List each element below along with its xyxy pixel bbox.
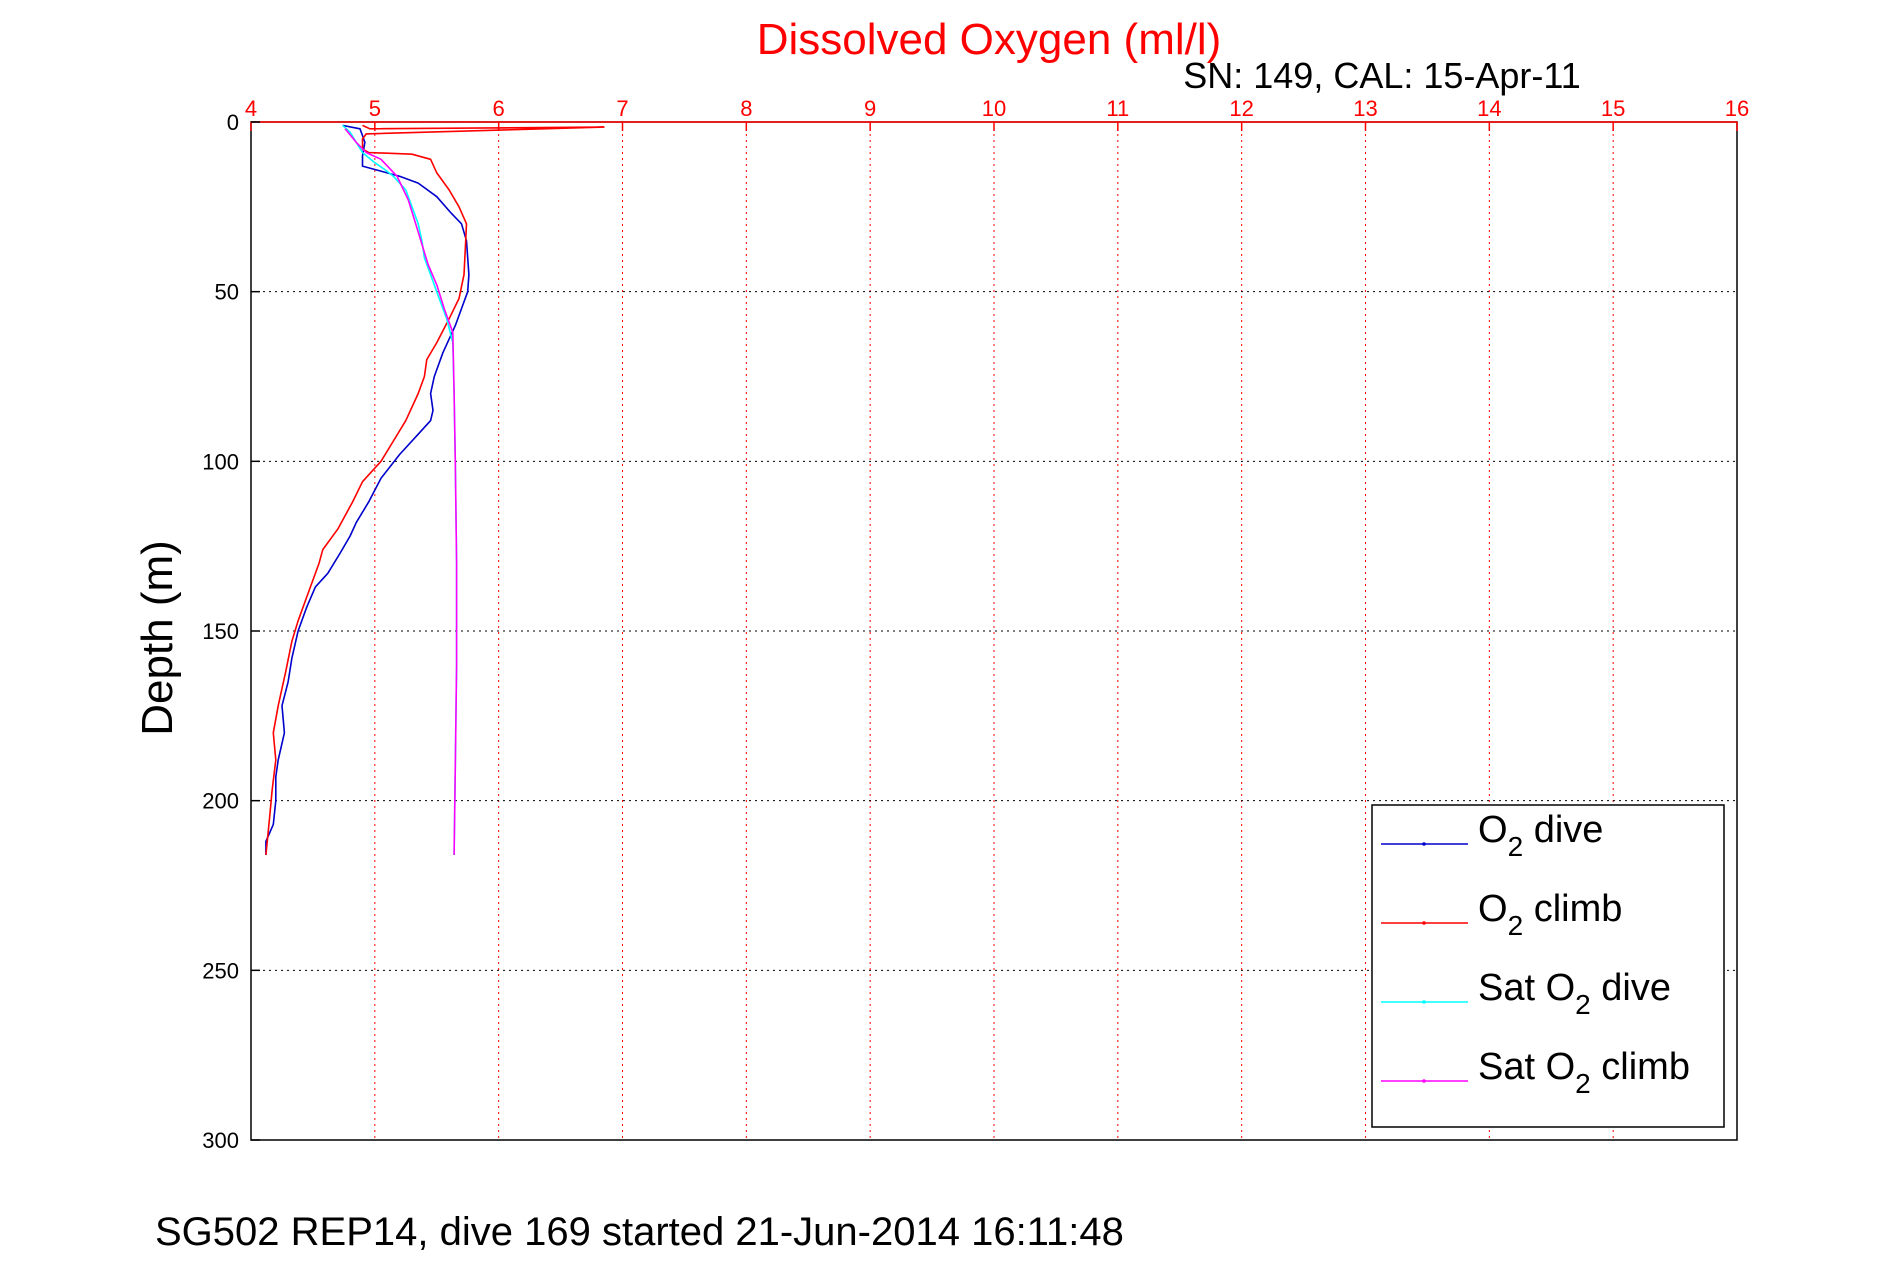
x-tick-label: 11 xyxy=(1106,96,1129,121)
chart-subtitle: SN: 149, CAL: 15-Apr-11 xyxy=(1183,55,1581,96)
series-line-o2-climb xyxy=(265,124,605,856)
x-tick-label: 4 xyxy=(245,96,257,121)
y-tick-label: 200 xyxy=(202,789,239,814)
x-tick-label: 8 xyxy=(740,96,752,121)
dive-caption: SG502 REP14, dive 169 started 21-Jun-201… xyxy=(155,1210,1124,1254)
x-tick-label: 12 xyxy=(1229,96,1253,121)
x-tick-label: 14 xyxy=(1477,96,1501,121)
y-tick-label: 300 xyxy=(202,1128,239,1153)
legend-marker xyxy=(1422,1000,1426,1004)
legend-label: O2 dive xyxy=(1478,809,1603,862)
y-tick-label: 250 xyxy=(202,958,239,983)
y-tick-label: 0 xyxy=(227,110,239,135)
series-line-o2-dive xyxy=(265,124,470,855)
x-tick-label: 15 xyxy=(1601,96,1625,121)
legend-marker xyxy=(1422,921,1426,925)
y-axis-label: Depth (m) xyxy=(133,540,182,736)
x-tick-label: 6 xyxy=(493,96,505,121)
series-line-sat-o2-climb xyxy=(344,128,458,856)
y-tick-label: 100 xyxy=(202,449,239,474)
legend-marker xyxy=(1422,842,1426,846)
x-tick-label: 9 xyxy=(864,96,876,121)
x-tick-label: 16 xyxy=(1725,96,1749,121)
x-tick-label: 13 xyxy=(1353,96,1377,121)
y-tick-label: 150 xyxy=(202,619,239,644)
axis-ticks: 4 5 6 7 8 9 10 11 12 13 14 15 16 0 50 100 150 200 250 300 xyxy=(202,96,1749,1153)
legend-box xyxy=(1371,804,1725,1128)
legend-marker xyxy=(1422,1079,1426,1083)
legend-label: Sat O2 dive xyxy=(1478,967,1671,1020)
x-tick-label: 7 xyxy=(616,96,628,121)
legend: O2 dive O2 climb Sat O2 dive Sat O2 climb xyxy=(1371,804,1725,1128)
x-tick-label: 5 xyxy=(369,96,381,121)
legend-label: Sat O2 climb xyxy=(1478,1046,1690,1099)
legend-items: O2 dive O2 climb Sat O2 dive Sat O2 climb xyxy=(1381,809,1690,1099)
chart-title: Dissolved Oxygen (ml/l) xyxy=(757,15,1222,64)
plot-series xyxy=(265,124,605,856)
legend-label: O2 climb xyxy=(1478,888,1622,941)
y-tick-label: 50 xyxy=(215,280,239,305)
series-line-sat-o2-dive xyxy=(342,124,458,856)
x-tick-label: 10 xyxy=(982,96,1006,121)
